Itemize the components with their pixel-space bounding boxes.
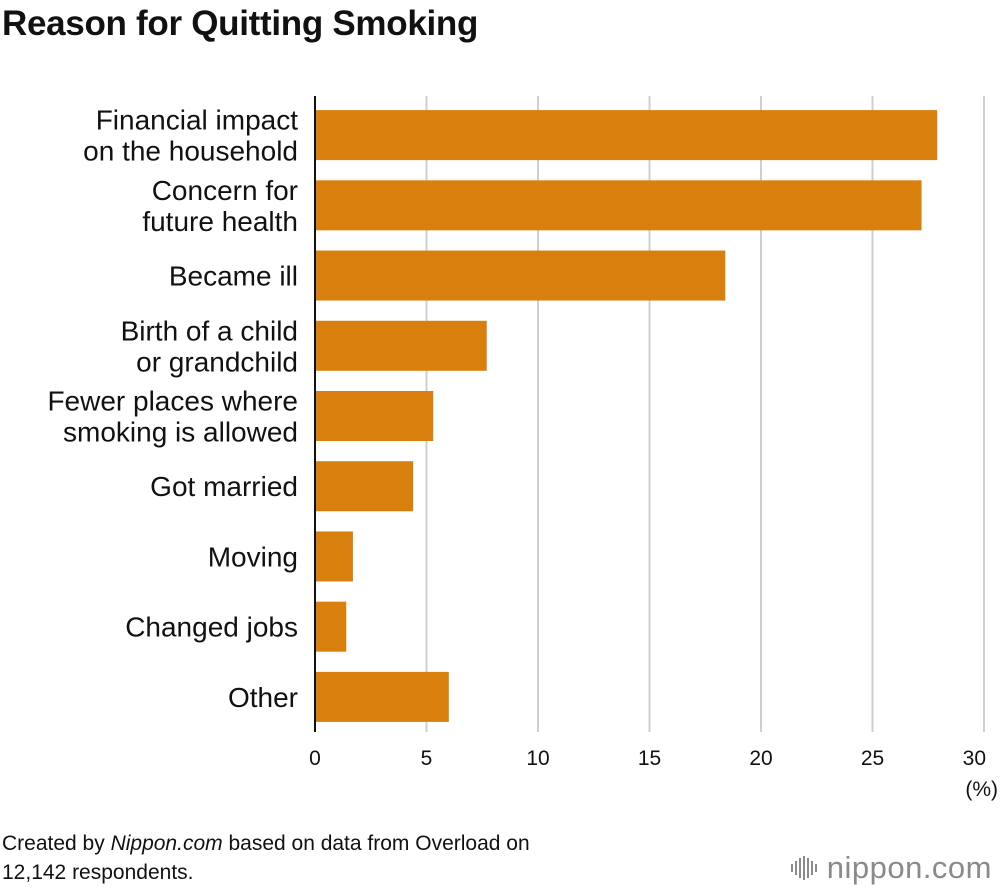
bar (315, 391, 434, 441)
category-label: Moving (208, 541, 298, 572)
bars (315, 110, 938, 722)
category-label: Financial impact on the household (83, 105, 298, 167)
x-tick-label: 0 (309, 747, 321, 770)
logo-tld: .com (922, 850, 992, 885)
bar (315, 180, 922, 231)
source-prefix: Created by (2, 832, 111, 855)
x-tick-label: 10 (526, 747, 549, 770)
x-axis-ticks: 0 5 10 15 20 25 30 (309, 747, 986, 770)
bar-chart: Financial impact on the household Concern … (47, 96, 998, 801)
x-tick-label: 15 (638, 747, 661, 770)
x-tick-label: 30 (963, 747, 986, 770)
nippon-logo: nippon.com (790, 850, 992, 886)
bar (315, 461, 414, 512)
source-suffix: based on data from Overload on (222, 832, 530, 855)
category-label: Other (228, 682, 298, 713)
x-tick-label: 25 (861, 747, 884, 770)
category-label: Fewer places where smoking is allowed (47, 386, 298, 448)
category-labels: Financial impact on the household Concern … (47, 105, 298, 713)
x-tick-label: 20 (749, 747, 772, 770)
category-label: Got married (150, 471, 298, 502)
bar (315, 671, 449, 722)
logo-name: nippon (826, 850, 923, 885)
category-label: Changed jobs (125, 612, 298, 643)
logo-mark-icon (790, 856, 817, 880)
chart-title: Reason for Quitting Smoking (2, 4, 479, 43)
source-site: Nippon.com (110, 832, 223, 855)
bar (315, 320, 487, 371)
x-tick-label: 5 (421, 747, 433, 770)
bar (315, 250, 726, 301)
bar (315, 601, 347, 652)
bar (315, 531, 353, 582)
source-line2: 12,142 respondents. (2, 861, 194, 884)
source-note: Created by Nippon.com based on data from… (2, 829, 530, 887)
category-label: Birth of a child or grandchild (121, 315, 298, 377)
category-label: Became ill (169, 261, 298, 292)
bar (315, 110, 938, 161)
x-unit-label: (%) (965, 778, 998, 801)
category-label: Concern for future health (142, 175, 298, 237)
